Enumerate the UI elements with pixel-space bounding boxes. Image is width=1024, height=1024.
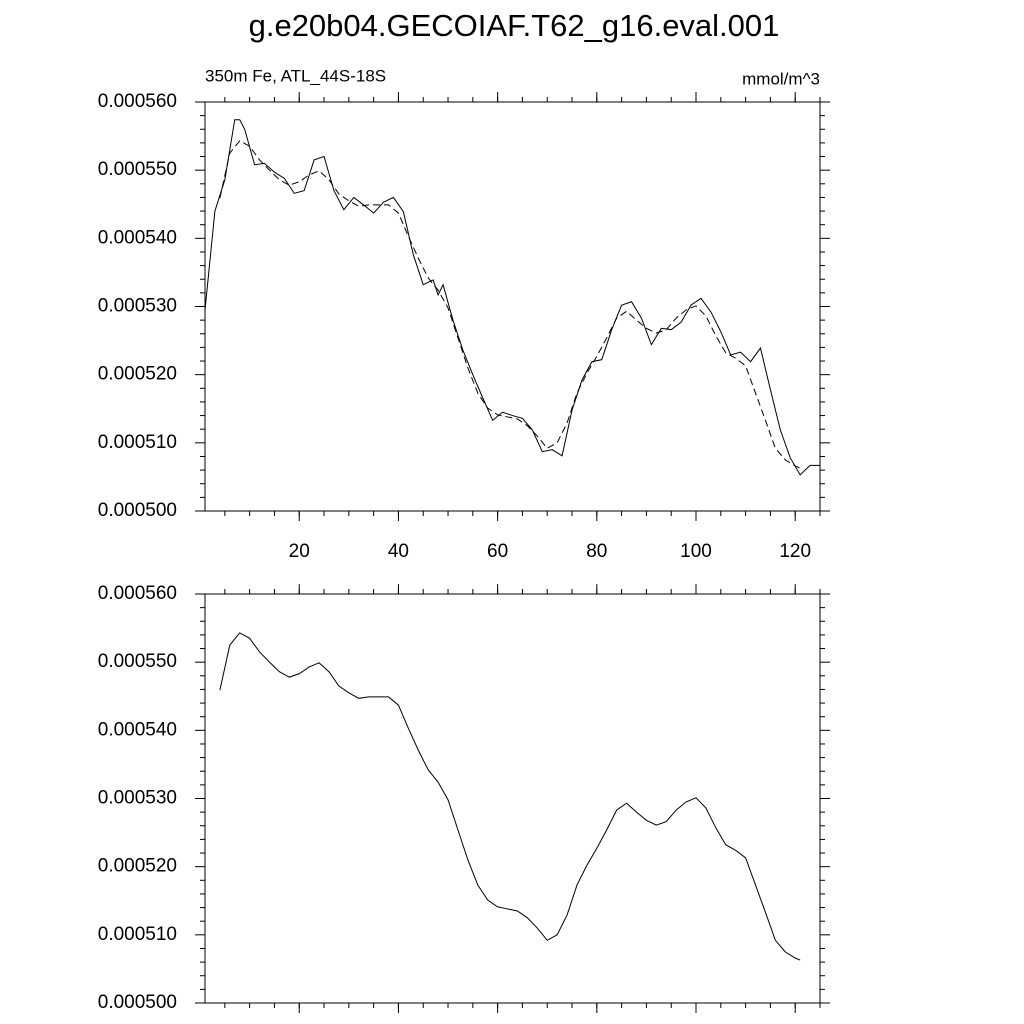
data-line <box>219 140 801 469</box>
plot-frame <box>204 101 821 512</box>
x-tick-label: 40 <box>388 541 409 562</box>
data-line <box>204 119 820 476</box>
y-tick-label: 0.000560 <box>98 91 177 112</box>
left-string: 350m Fe, ATL_44S-18S <box>205 66 386 85</box>
y-tick-label: 0.000520 <box>98 364 177 385</box>
plot-frame <box>204 593 821 1004</box>
chart-title: g.e20b04.GECOIAF.T62_g16.eval.001 <box>249 8 780 43</box>
x-tick-label: 100 <box>680 541 712 562</box>
x-tick-label: 60 <box>487 541 508 562</box>
y-tick-label: 0.000550 <box>98 159 177 180</box>
x-tick-label: 20 <box>289 541 310 562</box>
y-tick-label: 0.000530 <box>98 296 177 317</box>
y-tick-label: 0.000510 <box>98 432 177 453</box>
y-tick-label: 0.000520 <box>98 856 177 877</box>
x-tick-label: 80 <box>586 541 607 562</box>
y-tick-label: 0.000540 <box>98 227 177 248</box>
x-tick-label: 120 <box>779 541 811 562</box>
y-tick-label: 0.000510 <box>98 924 177 945</box>
data-line <box>219 632 801 961</box>
right-string: mmol/m^3 <box>742 69 820 88</box>
y-tick-label: 0.000500 <box>98 992 177 1013</box>
y-tick-label: 0.000530 <box>98 788 177 809</box>
y-tick-label: 0.000560 <box>98 583 177 604</box>
y-tick-label: 0.000550 <box>98 651 177 672</box>
y-tick-label: 0.000540 <box>98 719 177 740</box>
y-tick-label: 0.000500 <box>98 500 177 521</box>
